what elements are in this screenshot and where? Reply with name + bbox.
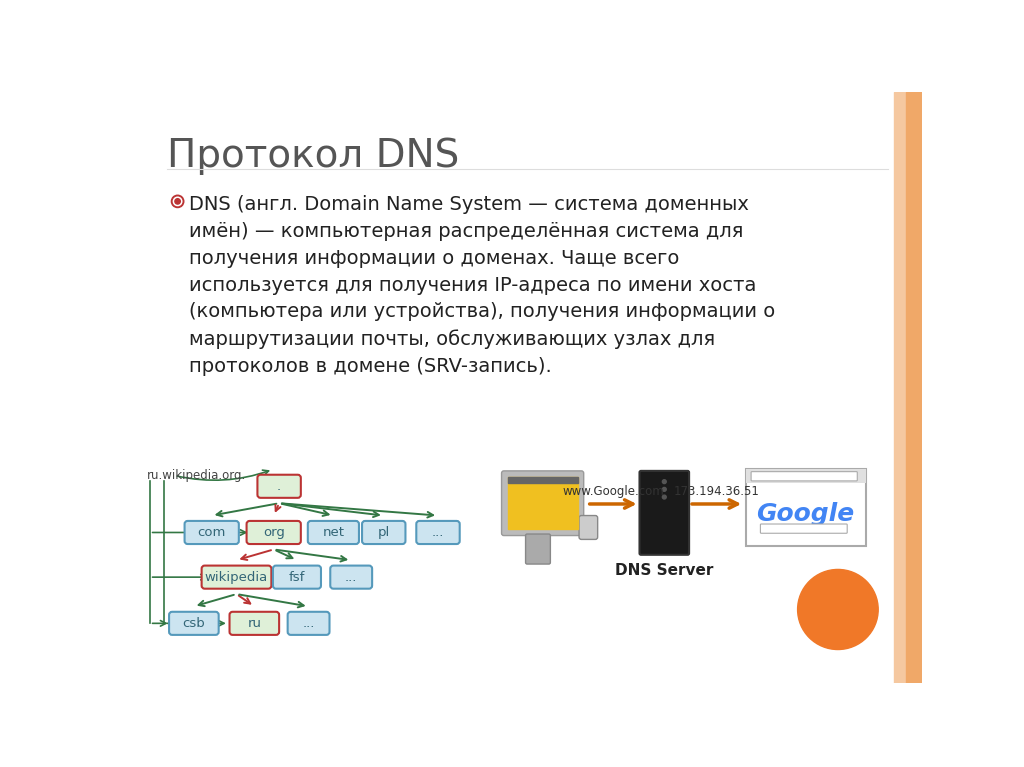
- FancyBboxPatch shape: [247, 521, 301, 544]
- FancyBboxPatch shape: [229, 612, 280, 635]
- Bar: [508, 477, 578, 483]
- Text: Протокол DNS: Протокол DNS: [167, 137, 459, 175]
- Circle shape: [663, 479, 667, 483]
- Text: net: net: [323, 526, 344, 539]
- Text: ru.wikipedia.org.: ru.wikipedia.org.: [147, 469, 247, 482]
- FancyBboxPatch shape: [331, 565, 372, 589]
- FancyBboxPatch shape: [761, 524, 847, 533]
- Bar: [906, 92, 922, 683]
- Text: Google: Google: [757, 502, 854, 526]
- Text: DNS Server: DNS Server: [615, 562, 714, 578]
- FancyBboxPatch shape: [417, 521, 460, 544]
- Circle shape: [175, 199, 180, 204]
- Text: pl: pl: [378, 526, 390, 539]
- Text: DNS (англ. Domain Name System — система доменных
имён) — компьютерная распределё: DNS (англ. Domain Name System — система …: [189, 196, 775, 376]
- Text: ru: ru: [248, 617, 261, 630]
- Text: com: com: [198, 526, 226, 539]
- FancyBboxPatch shape: [525, 534, 550, 564]
- Bar: [745, 469, 866, 546]
- FancyBboxPatch shape: [640, 471, 689, 555]
- Circle shape: [798, 569, 879, 650]
- FancyBboxPatch shape: [288, 612, 330, 635]
- Text: csb: csb: [182, 617, 205, 630]
- FancyBboxPatch shape: [169, 612, 219, 635]
- Circle shape: [663, 495, 667, 499]
- Text: .: .: [278, 480, 282, 492]
- Text: www.Google.com: www.Google.com: [562, 485, 664, 498]
- FancyBboxPatch shape: [184, 521, 239, 544]
- Circle shape: [171, 196, 183, 208]
- Bar: [894, 92, 922, 683]
- FancyBboxPatch shape: [257, 475, 301, 498]
- Text: org: org: [263, 526, 285, 539]
- FancyBboxPatch shape: [502, 471, 584, 535]
- FancyBboxPatch shape: [362, 521, 406, 544]
- Text: ...: ...: [432, 526, 444, 539]
- FancyBboxPatch shape: [308, 521, 359, 544]
- Circle shape: [173, 197, 182, 206]
- Text: 173.194.36.51: 173.194.36.51: [674, 485, 759, 498]
- FancyBboxPatch shape: [273, 565, 321, 589]
- FancyBboxPatch shape: [751, 472, 857, 481]
- Text: wikipedia: wikipedia: [205, 571, 268, 584]
- Bar: [745, 469, 866, 483]
- Bar: [508, 477, 578, 529]
- FancyBboxPatch shape: [579, 515, 598, 539]
- FancyBboxPatch shape: [202, 565, 271, 589]
- Circle shape: [663, 488, 667, 492]
- Text: ...: ...: [345, 571, 357, 584]
- Text: ...: ...: [302, 617, 314, 630]
- Text: fsf: fsf: [289, 571, 305, 584]
